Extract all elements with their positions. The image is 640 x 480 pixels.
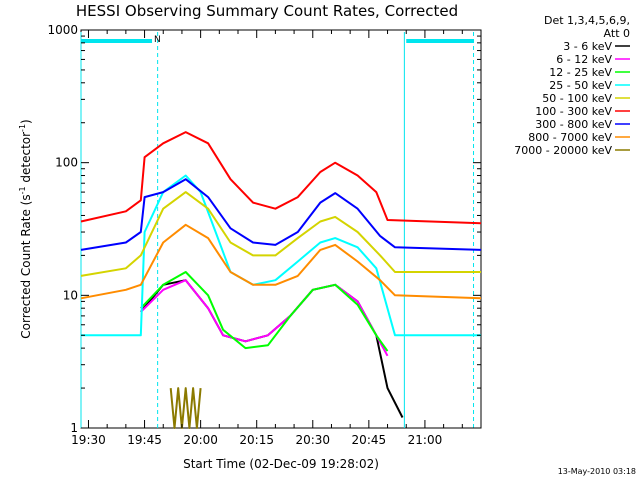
legend-label: 3 - 6 keV — [563, 40, 612, 53]
x-tick-label: 20:15 — [239, 433, 274, 447]
legend-header-line1: Det 1,3,4,5,6,9, — [544, 14, 630, 27]
series-line — [80, 191, 481, 277]
y-tick-label: 1 — [70, 421, 78, 435]
night-boundaries — [80, 32, 475, 428]
series-line — [80, 223, 482, 300]
legend-label: 7000 - 20000 keV — [514, 144, 612, 157]
x-tick-label: 19:45 — [127, 433, 162, 447]
y-tick-label: 10 — [63, 288, 78, 302]
x-tick-label: 20:45 — [352, 433, 387, 447]
series-line — [169, 387, 202, 429]
legend-header-line2: Att 0 — [604, 27, 630, 40]
series-layer — [80, 131, 482, 429]
legend-label: 25 - 50 keV — [549, 79, 612, 92]
series-line — [140, 279, 389, 357]
series-line — [140, 271, 389, 352]
x-tick-label: 21:00 — [408, 433, 443, 447]
series-line — [80, 178, 482, 251]
legend-label: 300 - 800 keV — [535, 118, 612, 131]
series-line — [80, 131, 482, 225]
x-axis-ticks: 19:30 19:45 20:00 20:15 20:30 20:45 21:00 — [71, 30, 463, 447]
y-tick-label: 100 — [55, 156, 78, 170]
x-axis-label: Start Time (02-Dec-09 19:28:02) — [183, 457, 379, 471]
legend-label: 800 - 7000 keV — [528, 131, 612, 144]
footer-timestamp: 13-May-2010 03:18 — [558, 467, 636, 476]
y-axis-label: Corrected Count Rate (s-1 detector-1) — [18, 119, 33, 338]
x-tick-label: 19:30 — [71, 433, 106, 447]
chart-title: HESSI Observing Summary Count Rates, Cor… — [76, 2, 458, 20]
y-tick-label: 1000 — [47, 23, 78, 37]
legend-label: 50 - 100 keV — [542, 92, 612, 105]
legend-label: 6 - 12 keV — [556, 53, 612, 66]
y-axis-ticks: 1 10 100 1000 — [47, 23, 481, 435]
legend-label: 100 - 300 keV — [535, 105, 612, 118]
series-line — [140, 279, 404, 418]
x-tick-label: 20:30 — [295, 433, 330, 447]
flag-label: N — [154, 35, 161, 45]
legend-label: 12 - 25 keV — [549, 66, 612, 79]
x-tick-label: 20:00 — [183, 433, 218, 447]
